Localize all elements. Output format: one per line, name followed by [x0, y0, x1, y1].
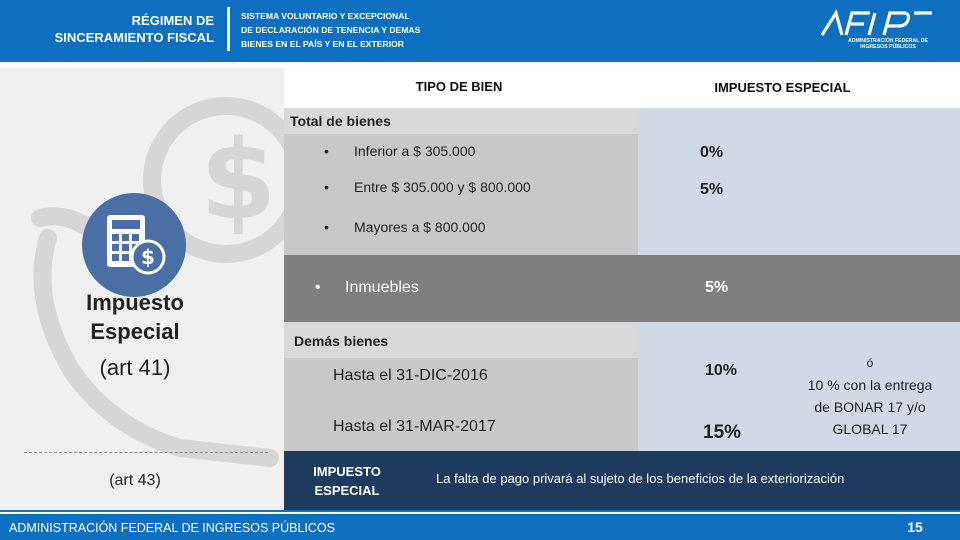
- svg-text:$: $: [141, 245, 155, 269]
- logo-caption: ADMINISTRACIÓN FEDERAL DE INGRESOS PÚBLI…: [838, 38, 938, 50]
- group-total-rate-column: [638, 108, 960, 255]
- left-panel: $: [0, 68, 284, 510]
- group-demas-rate-column: [638, 322, 960, 451]
- group-demas-rows: [284, 358, 638, 451]
- subtitle-line-3: BIENES EN EL PAÍS Y EN EL EXTERIOR: [241, 39, 405, 49]
- header-bar: [0, 0, 960, 62]
- bottom-divider: [0, 510, 960, 512]
- regimen-title-line-1: RÉGIMEN DE: [131, 13, 214, 28]
- logo-caption-line-1: ADMINISTRACIÓN FEDERAL DE: [847, 38, 929, 44]
- rate-entre: 5%: [700, 181, 724, 198]
- note-message: La falta de pago privará al sujeto de lo…: [436, 471, 845, 486]
- org-name: ADMINISTRACIÓN FEDERAL DE INGRESOS PÚBLI…: [9, 521, 335, 535]
- title-line-2: Especial: [90, 319, 180, 344]
- bonar-note-line-3: de BONAR 17 y/o: [814, 399, 926, 415]
- group-total-label-row: [284, 108, 638, 134]
- bonar-note: ó 10 % con la entrega de BONAR 17 y/o GL…: [790, 352, 950, 440]
- bonar-note-line-1: ó: [866, 356, 874, 370]
- regimen-title-line-2: SINCERAMIENTO FISCAL: [54, 30, 214, 45]
- row-hasta-mar: Hasta el 31-MAR-2017: [333, 418, 496, 435]
- group-demas-label: Demás bienes: [294, 333, 389, 349]
- col-header-impuesto-especial: IMPUESTO ESPECIAL: [714, 80, 851, 95]
- col-header-tipo-de-bien: TIPO DE BIEN: [415, 79, 503, 94]
- rate-inferior: 0%: [700, 144, 724, 161]
- page-number: 15: [907, 519, 923, 535]
- art-43-label: (art 43): [109, 472, 161, 489]
- group-demas-label-row: [284, 322, 638, 358]
- note-label-line-2: ESPECIAL: [314, 483, 380, 498]
- calculator-dollar-icon: $: [82, 193, 186, 297]
- rate-hasta-dic: 10%: [705, 362, 738, 379]
- subtitle-line-2: DE DECLARACIÓN DE TENENCIA Y DEMAS: [241, 25, 421, 35]
- table-header: [284, 68, 960, 108]
- group-total-label: Total de bienes: [290, 113, 391, 129]
- regimen-subtitle: SISTEMA VOLUNTARIO Y EXCEPCIONAL DE DECL…: [241, 9, 481, 51]
- art-41-label: (art 41): [99, 355, 171, 380]
- hand-coin-watermark-icon: $: [31, 97, 284, 467]
- bonar-note-line-2: 10 % con la entrega: [807, 377, 933, 393]
- impuesto-especial-title: Impuesto Especial: [0, 288, 270, 346]
- row-entre: Entre $ 305.000 y $ 800.000: [324, 179, 531, 195]
- rate-inmuebles: 5%: [705, 279, 729, 296]
- row-mayores: Mayores a $ 800.000: [324, 219, 485, 235]
- row-inferior: Inferior a $ 305.000: [324, 143, 476, 159]
- impuesto-especial-note-bar: [284, 451, 960, 510]
- rate-hasta-mar: 15%: [703, 422, 742, 443]
- inmuebles-label: Inmuebles: [315, 279, 419, 297]
- svg-text:$: $: [200, 116, 277, 244]
- bonar-note-line-4: GLOBAL 17: [832, 421, 908, 437]
- dashed-divider: [24, 452, 268, 453]
- row-hasta-dic: Hasta el 31-DIC-2016: [333, 367, 488, 384]
- header-divider: [227, 7, 230, 51]
- afip-logo: [820, 9, 932, 36]
- regimen-title: RÉGIMEN DE SINCERAMIENTO FISCAL: [0, 12, 214, 46]
- bottom-bar: [0, 514, 960, 540]
- title-line-1: Impuesto: [86, 290, 184, 315]
- note-label: IMPUESTO ESPECIAL: [288, 462, 406, 500]
- logo-caption-line-2: INGRESOS PÚBLICOS: [860, 44, 916, 50]
- note-label-line-1: IMPUESTO: [313, 464, 381, 479]
- subtitle-line-1: SISTEMA VOLUNTARIO Y EXCEPCIONAL: [241, 11, 410, 21]
